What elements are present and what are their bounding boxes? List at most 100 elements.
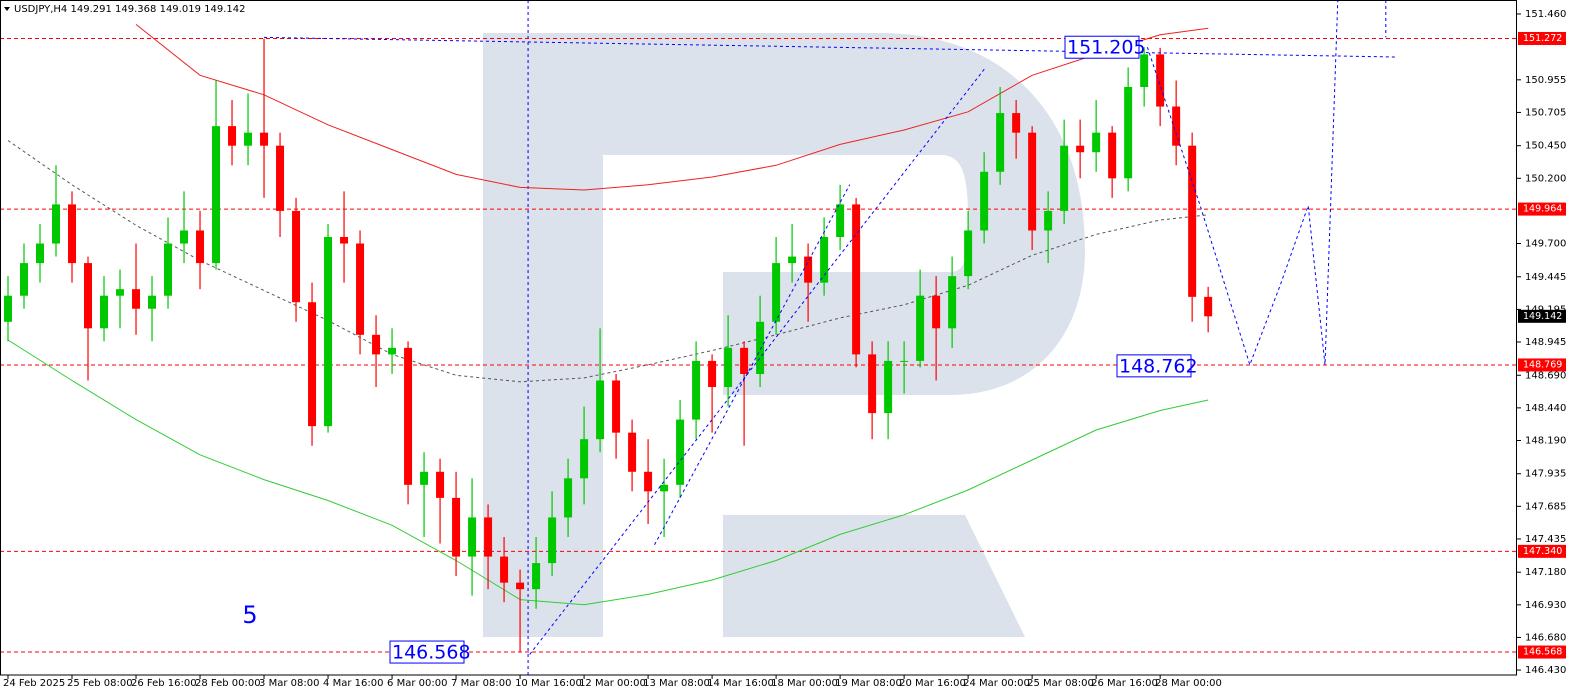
candle-body: [708, 360, 717, 387]
y-tick-label: 148.190: [1525, 435, 1566, 446]
candle-body: [4, 295, 13, 322]
candle-body: [1044, 210, 1053, 231]
candle-body: [1204, 296, 1213, 317]
axes: 151.460 150.955 150.705 150.450 150.200 149.7…: [3, 9, 1566, 689]
candle-body: [580, 439, 589, 479]
candle-body: [660, 484, 669, 492]
x-tick-label: 25 Mar 08:00: [1027, 678, 1094, 689]
x-tick-label: 25 Feb 08:00: [67, 678, 133, 689]
y-tick-label: 147.180: [1525, 567, 1566, 578]
candle-body: [964, 230, 973, 277]
x-tick-label: 20 Mar 16:00: [899, 678, 966, 689]
x-tick-label: 6 Mar 00:00: [387, 678, 447, 689]
candle-body: [20, 263, 29, 296]
candle-body: [420, 471, 429, 485]
x-tick-label: 10 Mar 16:00: [515, 678, 582, 689]
header-text: USDJPY,H4 149.291 149.368 149.019 149.14…: [14, 4, 245, 15]
candle-body: [564, 478, 573, 518]
level-label-box: [1518, 31, 1566, 45]
candle-body: [404, 347, 413, 485]
candle-body: [868, 354, 877, 414]
annotation-box: [1116, 354, 1192, 378]
candle-body: [340, 237, 349, 244]
x-tick-label: 24 Feb 2025: [3, 678, 65, 689]
symbol: USDJPY,H4: [14, 4, 67, 15]
x-tick-label: 7 Mar 08:00: [451, 678, 511, 689]
candle-body: [116, 289, 125, 296]
y-tick-label: 146.430: [1525, 665, 1566, 676]
candle-body: [1060, 145, 1069, 211]
candle-body: [132, 289, 141, 309]
y-tick-label: 146.930: [1525, 600, 1566, 611]
y-tick-label: 147.435: [1525, 534, 1566, 545]
candle-body: [980, 171, 989, 231]
y-tick-label: 150.450: [1525, 141, 1566, 152]
candle-body: [1108, 132, 1117, 179]
candle-body: [548, 517, 557, 564]
price-label-box: [1518, 309, 1566, 323]
candle-body: [612, 380, 621, 433]
candle-body: [228, 126, 237, 146]
x-tick-label: 19 Mar 08:00: [835, 678, 902, 689]
y-tick-label: 146.680: [1525, 632, 1566, 643]
candle-body: [52, 204, 61, 244]
candle-body: [772, 263, 781, 322]
candle-body: [68, 204, 77, 264]
candle-body: [692, 360, 701, 420]
candle-body: [212, 126, 221, 264]
price-label: 149.142: [1523, 311, 1562, 322]
candle-body: [676, 419, 685, 485]
moving-average: [7, 339, 1209, 606]
candle-body: [372, 334, 381, 355]
candle-body: [1092, 132, 1101, 153]
candle-body: [468, 517, 477, 557]
level-label-box: [1518, 358, 1566, 372]
level-label: 146.568: [1523, 647, 1562, 658]
close: 149.142: [204, 4, 245, 15]
candle-body: [1172, 106, 1181, 146]
level-label-box: [1518, 544, 1566, 558]
candle-body: [36, 243, 45, 264]
low: 149.019: [160, 4, 201, 15]
candle-body: [452, 497, 461, 557]
y-tick-label: 150.955: [1525, 75, 1566, 86]
candle-body: [484, 517, 493, 557]
candle-body: [260, 132, 269, 146]
candle-body: [84, 263, 93, 329]
y-tick-label: 147.935: [1525, 469, 1566, 480]
level-label-box: [1518, 202, 1566, 216]
candle-body: [100, 295, 109, 329]
candle-body: [1076, 145, 1085, 153]
candle-body: [836, 204, 845, 237]
candle-body: [436, 471, 445, 498]
candle-body: [180, 230, 189, 244]
plot-frame: [0, 0, 1517, 676]
menu-arrow: [4, 7, 10, 11]
candle-body: [804, 256, 813, 283]
candle-body: [628, 432, 637, 472]
candle-body: [276, 145, 285, 211]
header: USDJPY,H4 149.291 149.368 149.019 149.14…: [4, 4, 245, 15]
level-label: 149.964: [1523, 204, 1562, 215]
level-label-box: [1518, 645, 1566, 659]
y-tick-label: 150.200: [1525, 173, 1566, 184]
candle-body: [164, 243, 173, 296]
candle-body: [356, 243, 365, 335]
x-tick-label: 28 Feb 00:00: [195, 678, 261, 689]
candle-body: [916, 295, 925, 361]
forecast-line: [654, 184, 851, 546]
y-tick-label: 150.705: [1525, 107, 1566, 118]
candle-body: [900, 360, 909, 362]
candle-body: [292, 210, 301, 303]
forecast-line: [529, 67, 987, 655]
x-tick-label: 18 Mar 00:00: [771, 678, 838, 689]
y-tick-label: 148.440: [1525, 403, 1566, 414]
annotation: 148.762: [1119, 355, 1198, 377]
x-tick-label: 26 Mar 16:00: [1091, 678, 1158, 689]
candle-body: [596, 380, 605, 440]
high: 149.368: [115, 4, 156, 15]
candle-body: [884, 360, 893, 414]
level-label: 151.272: [1523, 33, 1562, 44]
moving-average: [135, 24, 1209, 191]
